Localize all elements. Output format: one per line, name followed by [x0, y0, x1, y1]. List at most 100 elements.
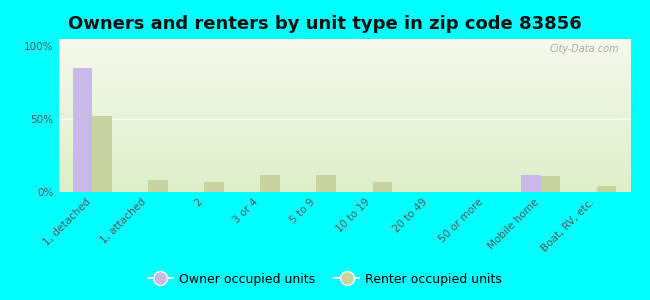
Bar	[58, 94, 630, 96]
Bar	[58, 71, 630, 73]
Bar	[58, 145, 630, 146]
Bar	[317, 175, 336, 192]
Bar	[58, 110, 630, 111]
Bar	[58, 102, 630, 103]
Bar	[58, 62, 630, 64]
Bar	[541, 176, 560, 192]
Bar	[58, 132, 630, 134]
Bar	[58, 151, 630, 152]
Bar	[58, 39, 630, 40]
Bar	[58, 190, 630, 192]
Bar	[58, 42, 630, 44]
Bar	[58, 88, 630, 89]
Bar	[58, 166, 630, 167]
Bar	[58, 89, 630, 91]
Bar	[58, 91, 630, 92]
Bar	[58, 131, 630, 132]
Bar	[58, 65, 630, 67]
Bar	[58, 148, 630, 149]
Bar	[58, 77, 630, 79]
Bar	[73, 68, 92, 192]
Bar	[58, 108, 630, 109]
Bar	[204, 182, 224, 192]
Bar	[58, 116, 630, 117]
Bar	[58, 163, 630, 164]
Bar	[58, 123, 630, 125]
Text: Owners and renters by unit type in zip code 83856: Owners and renters by unit type in zip c…	[68, 15, 582, 33]
Bar	[58, 44, 630, 45]
Bar	[58, 164, 630, 166]
Bar	[58, 172, 630, 174]
Bar	[597, 186, 616, 192]
Bar	[58, 186, 630, 188]
Bar	[58, 129, 630, 131]
Bar	[58, 154, 630, 155]
Bar	[58, 70, 630, 71]
Bar	[261, 175, 280, 192]
Bar	[58, 64, 630, 65]
Bar	[58, 126, 630, 128]
Text: City-Data.com: City-Data.com	[549, 44, 619, 54]
Bar	[58, 189, 630, 190]
Bar	[58, 57, 630, 59]
Bar	[58, 120, 630, 122]
Bar	[58, 53, 630, 54]
Bar	[58, 180, 630, 181]
Bar	[58, 161, 630, 163]
Bar	[58, 158, 630, 160]
Bar	[58, 80, 630, 82]
Bar	[372, 182, 392, 192]
Bar	[58, 56, 630, 57]
Bar	[58, 174, 630, 175]
Bar	[58, 50, 630, 51]
Bar	[58, 117, 630, 118]
Bar	[58, 167, 630, 169]
Bar	[58, 139, 630, 140]
Bar	[58, 184, 630, 186]
Bar	[58, 45, 630, 46]
Bar	[58, 114, 630, 116]
Bar	[58, 83, 630, 85]
Bar	[58, 74, 630, 76]
Bar	[58, 99, 630, 100]
Bar	[58, 105, 630, 106]
Bar	[58, 135, 630, 137]
Bar	[58, 73, 630, 74]
Bar	[58, 59, 630, 60]
Bar	[58, 111, 630, 112]
Bar	[58, 118, 630, 120]
Bar	[58, 137, 630, 138]
Bar	[148, 180, 168, 192]
Bar	[58, 79, 630, 80]
Bar	[58, 175, 630, 177]
Bar	[58, 40, 630, 42]
Bar	[58, 112, 630, 114]
Bar	[58, 92, 630, 94]
Bar	[58, 178, 630, 180]
Bar	[58, 76, 630, 77]
Bar	[58, 86, 630, 88]
Bar	[58, 142, 630, 143]
Bar	[58, 183, 630, 184]
Bar	[58, 85, 630, 86]
Bar	[58, 169, 630, 171]
Bar	[58, 54, 630, 56]
Bar	[58, 60, 630, 62]
Bar	[58, 67, 630, 68]
Bar	[58, 82, 630, 83]
Bar	[58, 188, 630, 189]
Bar	[58, 106, 630, 108]
Bar	[58, 149, 630, 151]
Bar	[521, 175, 541, 192]
Bar	[58, 134, 630, 135]
Bar	[58, 97, 630, 99]
Bar	[58, 143, 630, 145]
Bar	[58, 181, 630, 183]
Bar	[58, 48, 630, 50]
Bar	[58, 46, 630, 48]
Legend: Owner occupied units, Renter occupied units: Owner occupied units, Renter occupied un…	[143, 268, 507, 291]
Bar	[92, 116, 112, 192]
Bar	[58, 125, 630, 126]
Bar	[58, 152, 630, 154]
Bar	[58, 68, 630, 70]
